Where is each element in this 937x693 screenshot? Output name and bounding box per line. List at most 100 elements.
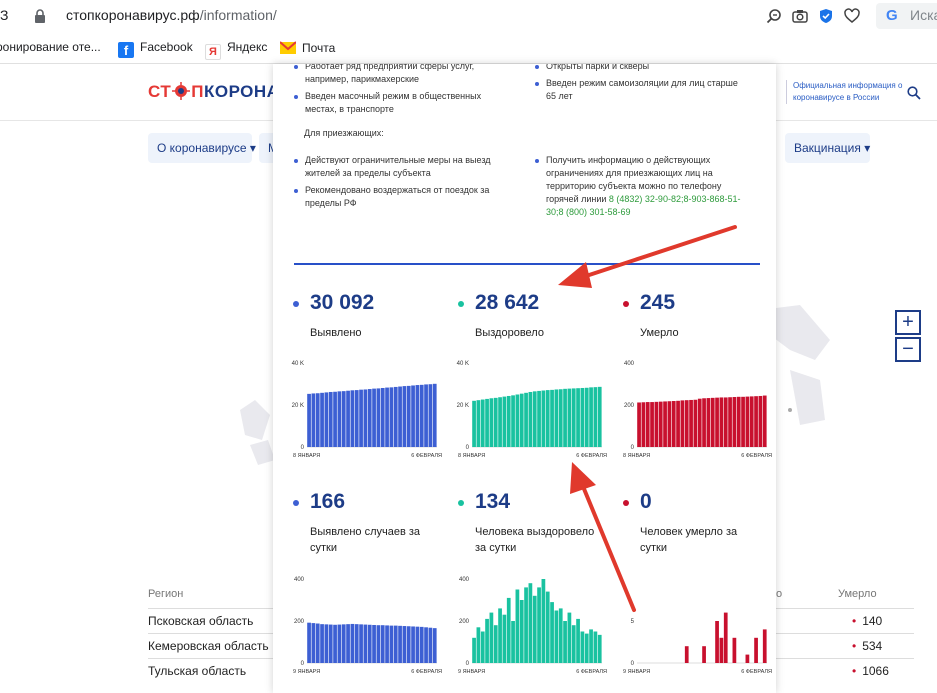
chart-bar[interactable]	[524, 392, 528, 447]
chart-bar[interactable]	[354, 390, 359, 447]
chart-bar[interactable]	[406, 626, 411, 663]
chart-bar[interactable]	[511, 395, 515, 447]
chart-bar[interactable]	[532, 595, 537, 663]
chart-died-cumulative[interactable]: 0 200 400 8 ЯНВАРЯ 6 ФЕВРАЛЯ	[617, 357, 773, 463]
chart-bar[interactable]	[307, 622, 311, 663]
chart-bar[interactable]	[597, 634, 602, 663]
chart-bar[interactable]	[498, 608, 502, 663]
chart-detected-cumulative[interactable]: 0 20 K 40 K 8 ЯНВАРЯ 6 ФЕВРАЛЯ	[287, 357, 443, 463]
chart-bar[interactable]	[706, 398, 711, 447]
chart-bar[interactable]	[584, 633, 589, 663]
chart-bar[interactable]	[524, 587, 528, 663]
chart-bar[interactable]	[376, 625, 381, 663]
chart-bar[interactable]	[697, 398, 702, 447]
chart-bar[interactable]	[680, 400, 685, 447]
chart-bar[interactable]	[493, 397, 498, 447]
chart-bar[interactable]	[363, 389, 368, 447]
chart-bar[interactable]	[311, 393, 316, 447]
chart-bar[interactable]	[745, 654, 750, 663]
chart-bar[interactable]	[563, 621, 567, 663]
hotline-phone[interactable]: 8 (4832) 32-90-82;8-903-868-51-30;8 (800…	[546, 194, 741, 217]
chart-bar[interactable]	[393, 625, 398, 663]
chart-bar[interactable]	[576, 388, 580, 447]
chart-bar[interactable]	[667, 401, 672, 447]
chart-bar[interactable]	[645, 402, 650, 447]
chart-bar[interactable]	[359, 624, 363, 663]
chart-bar[interactable]	[415, 626, 420, 663]
chart-bar[interactable]	[380, 625, 385, 663]
chart-bar[interactable]	[571, 388, 576, 447]
russia-map[interactable]	[150, 250, 910, 590]
chart-bar[interactable]	[337, 391, 342, 447]
chart-bar[interactable]	[380, 387, 385, 447]
chart-bar[interactable]	[354, 624, 359, 663]
chart-bar[interactable]	[498, 397, 502, 447]
map-zoom-in-button[interactable]: +	[895, 310, 921, 335]
chart-bar[interactable]	[558, 608, 563, 663]
chart-bar[interactable]	[719, 637, 724, 663]
chart-recovered-cumulative[interactable]: 0 20 K 40 K 8 ЯНВАРЯ 6 ФЕВРАЛЯ	[452, 357, 608, 463]
chart-bar[interactable]	[493, 625, 498, 663]
chart-bar[interactable]	[762, 629, 767, 663]
chart-bar[interactable]	[584, 387, 589, 447]
chart-bar[interactable]	[754, 396, 758, 447]
chart-bar[interactable]	[545, 390, 550, 447]
chart-bar[interactable]	[728, 397, 732, 447]
chart-bar[interactable]	[541, 579, 546, 663]
chart-bar[interactable]	[502, 614, 507, 663]
chart-bar[interactable]	[745, 396, 750, 447]
chart-bar[interactable]	[567, 388, 572, 447]
chart-bar[interactable]	[406, 385, 411, 447]
chart-bar[interactable]	[732, 637, 737, 663]
chart-bar[interactable]	[589, 629, 593, 663]
chart-recovered-daily[interactable]: 0 200 400 9 ЯНВАРЯ 6 ФЕВРАЛЯ	[452, 573, 608, 679]
chart-bar[interactable]	[541, 390, 546, 447]
chart-bar[interactable]	[320, 392, 324, 447]
chart-bar[interactable]	[567, 612, 572, 663]
chart-bar[interactable]	[723, 397, 728, 447]
chart-bar[interactable]	[537, 390, 541, 447]
chart-bar[interactable]	[489, 612, 494, 663]
google-search-box[interactable]: G Иска	[876, 3, 937, 29]
chart-bar[interactable]	[376, 388, 381, 447]
chart-bar[interactable]	[385, 387, 389, 447]
chart-bar[interactable]	[732, 397, 737, 447]
chart-bar[interactable]	[480, 399, 485, 447]
chart-bar[interactable]	[428, 627, 433, 663]
chart-bar[interactable]	[593, 387, 598, 447]
chart-bar[interactable]	[315, 393, 320, 447]
chart-bar[interactable]	[758, 395, 763, 447]
bookmark-yandex[interactable]: Я Яндекс	[205, 40, 267, 60]
chart-bar[interactable]	[702, 646, 706, 663]
url-text[interactable]: стопкоронавирус.рф/information/	[66, 7, 277, 23]
chart-bar[interactable]	[650, 402, 654, 447]
chart-bar[interactable]	[689, 399, 693, 447]
chart-bar[interactable]	[485, 398, 489, 447]
chart-bar[interactable]	[472, 637, 476, 663]
chart-bar[interactable]	[428, 384, 433, 447]
chart-bar[interactable]	[515, 589, 520, 664]
zoom-lens-icon[interactable]	[766, 8, 782, 24]
chart-bar[interactable]	[580, 387, 585, 447]
chart-bar[interactable]	[389, 625, 394, 663]
chart-bar[interactable]	[736, 396, 741, 447]
chart-bar[interactable]	[328, 624, 333, 663]
chart-bar[interactable]	[419, 626, 424, 663]
chart-bar[interactable]	[710, 397, 715, 447]
shield-check-icon[interactable]	[818, 8, 834, 24]
chart-bar[interactable]	[324, 624, 329, 663]
chart-bar[interactable]	[385, 625, 389, 663]
chart-bar[interactable]	[576, 618, 580, 663]
chart-bar[interactable]	[333, 624, 337, 663]
chart-bar[interactable]	[637, 402, 641, 447]
chart-bar[interactable]	[580, 631, 585, 664]
chart-bar[interactable]	[337, 624, 342, 663]
chart-bar[interactable]	[515, 394, 520, 448]
chart-bar[interactable]	[641, 402, 646, 447]
chart-bar[interactable]	[749, 396, 754, 447]
chart-bar[interactable]	[476, 400, 481, 447]
chart-bar[interactable]	[502, 396, 507, 447]
chart-bar[interactable]	[341, 624, 346, 663]
chart-bar[interactable]	[398, 625, 402, 663]
chart-bar[interactable]	[654, 401, 659, 447]
